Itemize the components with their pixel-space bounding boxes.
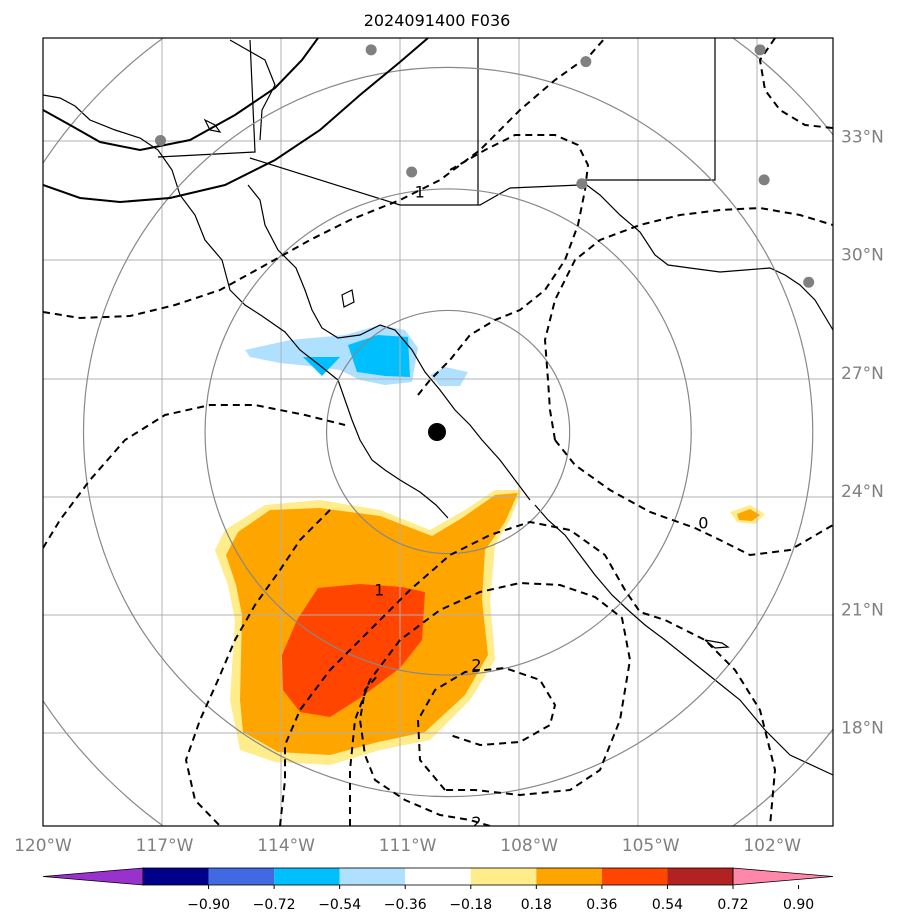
lon-tick-label: 117°W bbox=[136, 836, 194, 856]
colorbar-extend-high bbox=[732, 867, 834, 886]
lat-tick-label: 18°N bbox=[841, 719, 884, 739]
colorbar-tick-label: −0.36 bbox=[384, 897, 427, 913]
lon-tick-label: 120°W bbox=[14, 836, 72, 856]
colorbar-tick-label: −0.54 bbox=[318, 897, 361, 913]
colorbar-tick-label: −0.72 bbox=[253, 897, 296, 913]
colorbar-tick-label: 0.36 bbox=[586, 897, 617, 913]
station-marker bbox=[580, 56, 592, 68]
colorbar-tick-label: 0.18 bbox=[521, 897, 552, 913]
colorbar: −0.90 −0.72 −0.54 −0.36 −0.18 0.18 0.36 0.54 0.7… bbox=[42, 867, 834, 913]
lat-tick-label: 24°N bbox=[841, 482, 884, 502]
lat-tick-label: 21°N bbox=[841, 600, 884, 620]
colorbar-tick-label: 0.54 bbox=[652, 897, 683, 913]
lon-tick-labels: 120°W 117°W 114°W 111°W 108°W 105°W 102°W bbox=[14, 836, 801, 856]
colorbar-swatch bbox=[536, 868, 602, 885]
colorbar-extend-low bbox=[42, 867, 144, 886]
station-marker bbox=[754, 44, 766, 56]
lon-tick-label: 111°W bbox=[379, 836, 437, 856]
colorbar-tick-label: −0.90 bbox=[187, 897, 230, 913]
colorbar-swatch bbox=[405, 868, 471, 885]
coastlines-and-borders bbox=[43, 38, 833, 776]
colorbar-frame bbox=[142, 867, 734, 886]
map-frame bbox=[42, 37, 834, 827]
colorbar-swatch bbox=[339, 868, 406, 885]
station-marker bbox=[365, 44, 377, 56]
colorbar-swatch bbox=[601, 868, 668, 885]
colorbar-swatch bbox=[667, 868, 733, 885]
contour-label: 2 bbox=[471, 655, 481, 674]
range-ring bbox=[325, 309, 571, 555]
contour-label: 0 bbox=[698, 514, 708, 533]
contour-label: 1 bbox=[415, 183, 425, 202]
range-ring bbox=[82, 66, 814, 798]
lon-tick-label: 102°W bbox=[743, 836, 801, 856]
figure-title: 2024091400 F036 bbox=[364, 11, 511, 30]
lat-tick-labels: 33°N 30°N 27°N 24°N 21°N 18°N bbox=[841, 128, 884, 739]
contour-label: 1 bbox=[374, 581, 384, 600]
range-ring bbox=[204, 188, 692, 676]
positive-shading bbox=[215, 490, 765, 765]
lat-tick-label: 33°N bbox=[841, 128, 884, 148]
station-marker bbox=[154, 134, 166, 146]
station-markers bbox=[154, 44, 815, 288]
graticule bbox=[43, 38, 833, 826]
station-marker bbox=[406, 166, 418, 178]
contour-labels: 1 0 1 2 2 bbox=[374, 183, 708, 832]
solid-contours bbox=[43, 38, 429, 204]
station-marker bbox=[758, 174, 770, 186]
colorbar-swatch bbox=[470, 868, 537, 885]
contour-label: 2 bbox=[471, 813, 481, 832]
storm-center-marker bbox=[428, 423, 446, 441]
station-marker bbox=[576, 178, 588, 190]
lon-tick-label: 108°W bbox=[500, 836, 558, 856]
colorbar-swatch bbox=[143, 868, 209, 885]
lon-tick-label: 114°W bbox=[257, 836, 315, 856]
lon-tick-label: 105°W bbox=[622, 836, 680, 856]
colorbar-tick-label: 0.72 bbox=[717, 897, 748, 913]
colorbar-tick-label: 0.90 bbox=[783, 897, 814, 913]
dashed-contours bbox=[43, 38, 833, 826]
lat-tick-label: 30°N bbox=[841, 246, 884, 266]
negative-shading bbox=[245, 325, 468, 386]
station-marker bbox=[803, 276, 815, 288]
colorbar-swatch bbox=[208, 868, 275, 885]
colorbar-swatch bbox=[274, 868, 340, 885]
colorbar-tick-label: −0.18 bbox=[449, 897, 492, 913]
lat-tick-label: 27°N bbox=[841, 364, 884, 384]
